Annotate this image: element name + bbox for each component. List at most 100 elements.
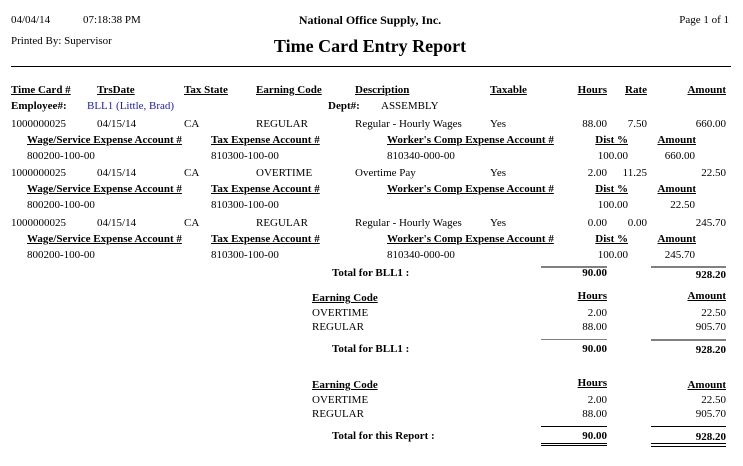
summary-total-hours: 90.00 bbox=[582, 430, 607, 442]
dist-amount-header: Amount bbox=[657, 183, 696, 195]
entry-timecard: 1000000025 bbox=[11, 217, 66, 229]
page-number: Page 1 of 1 bbox=[679, 14, 729, 26]
entry-date: 04/15/14 bbox=[97, 167, 137, 179]
summary-code: REGULAR bbox=[312, 321, 364, 333]
entry-hours: 88.00 bbox=[582, 118, 607, 130]
summary-code: OVERTIME bbox=[312, 307, 369, 319]
hours-total-rule bbox=[541, 426, 607, 427]
entry-rate: 0.00 bbox=[627, 217, 647, 229]
col-rate: Rate bbox=[625, 84, 647, 96]
summary-hours-header: Hours bbox=[577, 290, 607, 302]
entry-amount: 22.50 bbox=[701, 167, 726, 179]
dist-amount: 660.00 bbox=[664, 150, 695, 162]
entry-rate: 11.25 bbox=[622, 167, 647, 179]
employee-total-label: Total for BLL1 : bbox=[332, 267, 410, 279]
dept-value: ASSEMBLY bbox=[381, 100, 439, 112]
entry-date: 04/15/14 bbox=[97, 118, 137, 130]
amount-total-rule bbox=[651, 339, 726, 341]
summary-hours: 88.00 bbox=[582, 321, 607, 333]
entry-amount: 660.00 bbox=[695, 118, 726, 130]
summary-total-hours: 90.00 bbox=[582, 343, 607, 355]
tax-account-header: Tax Expense Account # bbox=[211, 233, 320, 245]
employee-label: Employee#: bbox=[11, 100, 67, 112]
summary-hours: 88.00 bbox=[582, 408, 607, 420]
wc-account: 810340-000-00 bbox=[387, 249, 455, 261]
entry-earning-code: REGULAR bbox=[256, 217, 308, 229]
entry-description: Regular - Hourly Wages bbox=[355, 118, 462, 130]
wage-account-header: Wage/Service Expense Account # bbox=[27, 134, 182, 146]
wage-account: 800200-100-00 bbox=[27, 199, 95, 211]
hours-total-rule bbox=[541, 266, 607, 268]
employee-total-hours: 90.00 bbox=[582, 267, 607, 279]
wc-account-header: Worker's Comp Expense Account # bbox=[387, 233, 554, 245]
summary-amount-header: Amount bbox=[687, 379, 726, 391]
wage-account-header: Wage/Service Expense Account # bbox=[27, 233, 182, 245]
print-date: 04/04/14 bbox=[11, 14, 51, 26]
summary-earning-code-header: Earning Code bbox=[312, 292, 378, 304]
report-title: Time Card Entry Report bbox=[273, 36, 467, 56]
entry-tax-state: CA bbox=[184, 167, 200, 179]
dist-header: Dist % bbox=[595, 183, 628, 195]
entry-taxable: Yes bbox=[490, 217, 507, 229]
col-description: Description bbox=[355, 84, 410, 96]
dist-header: Dist % bbox=[595, 233, 628, 245]
hours-grand-total-rule bbox=[541, 443, 607, 446]
col-taxable: Taxable bbox=[490, 84, 527, 96]
summary-code: OVERTIME bbox=[312, 394, 369, 406]
entry-earning-code: REGULAR bbox=[256, 118, 308, 130]
summary-amount-header: Amount bbox=[687, 290, 726, 302]
summary-hours: 2.00 bbox=[587, 307, 607, 319]
employee-link[interactable]: BLL1 (Little, Brad) bbox=[87, 100, 175, 112]
hours-total-rule bbox=[541, 339, 607, 340]
tax-account: 810300-100-00 bbox=[211, 249, 279, 261]
dist-amount-header: Amount bbox=[657, 233, 696, 245]
col-timecard: Time Card # bbox=[11, 84, 71, 96]
wage-account-header: Wage/Service Expense Account # bbox=[27, 183, 182, 195]
wc-account-header: Worker's Comp Expense Account # bbox=[387, 134, 554, 146]
tax-account-header: Tax Expense Account # bbox=[211, 134, 320, 146]
printed-by: Printed By: Supervisor bbox=[11, 35, 112, 47]
dept-label: Dept#: bbox=[328, 100, 360, 112]
entry-rate: 7.50 bbox=[627, 118, 647, 130]
dist-header: Dist % bbox=[595, 134, 628, 146]
summary-amount: 905.70 bbox=[695, 321, 726, 333]
employee-total-amount: 928.20 bbox=[695, 269, 726, 281]
tax-account-header: Tax Expense Account # bbox=[211, 183, 320, 195]
summary-amount: 22.50 bbox=[701, 307, 726, 319]
entry-tax-state: CA bbox=[184, 118, 200, 130]
col-earning-code: Earning Code bbox=[256, 84, 322, 96]
summary-amount: 905.70 bbox=[695, 408, 726, 420]
summary-code: REGULAR bbox=[312, 408, 364, 420]
tax-account: 810300-100-00 bbox=[211, 199, 279, 211]
wc-account-header: Worker's Comp Expense Account # bbox=[387, 183, 554, 195]
entry-tax-state: CA bbox=[184, 217, 200, 229]
col-hours: Hours bbox=[577, 84, 607, 96]
entry-description: Regular - Hourly Wages bbox=[355, 217, 462, 229]
entry-taxable: Yes bbox=[490, 118, 507, 130]
wage-account: 800200-100-00 bbox=[27, 150, 95, 162]
summary-total-label: Total for this Report : bbox=[332, 430, 435, 442]
entry-amount: 245.70 bbox=[695, 217, 726, 229]
company-name: National Office Supply, Inc. bbox=[298, 13, 442, 27]
col-taxstate: Tax State bbox=[184, 84, 228, 96]
col-trsdate: TrsDate bbox=[97, 84, 135, 96]
dist-amount-header: Amount bbox=[657, 134, 696, 146]
tax-account: 810300-100-00 bbox=[211, 150, 279, 162]
amount-total-rule bbox=[651, 266, 726, 268]
amount-grand-total-rule bbox=[651, 443, 726, 447]
entry-taxable: Yes bbox=[490, 167, 507, 179]
wc-account: 810340-000-00 bbox=[387, 150, 455, 162]
summary-hours-header: Hours bbox=[577, 377, 607, 389]
summary-amount: 22.50 bbox=[701, 394, 726, 406]
dist-percent: 100.00 bbox=[597, 249, 628, 261]
dist-amount: 245.70 bbox=[664, 249, 695, 261]
print-time: 07:18:38 PM bbox=[83, 14, 141, 26]
entry-earning-code: OVERTIME bbox=[256, 167, 313, 179]
entry-description: Overtime Pay bbox=[355, 167, 416, 179]
summary-total-label: Total for BLL1 : bbox=[332, 343, 410, 355]
col-amount: Amount bbox=[687, 84, 726, 96]
entry-hours: 0.00 bbox=[587, 217, 607, 229]
summary-hours: 2.00 bbox=[587, 394, 607, 406]
entry-hours: 2.00 bbox=[587, 167, 607, 179]
